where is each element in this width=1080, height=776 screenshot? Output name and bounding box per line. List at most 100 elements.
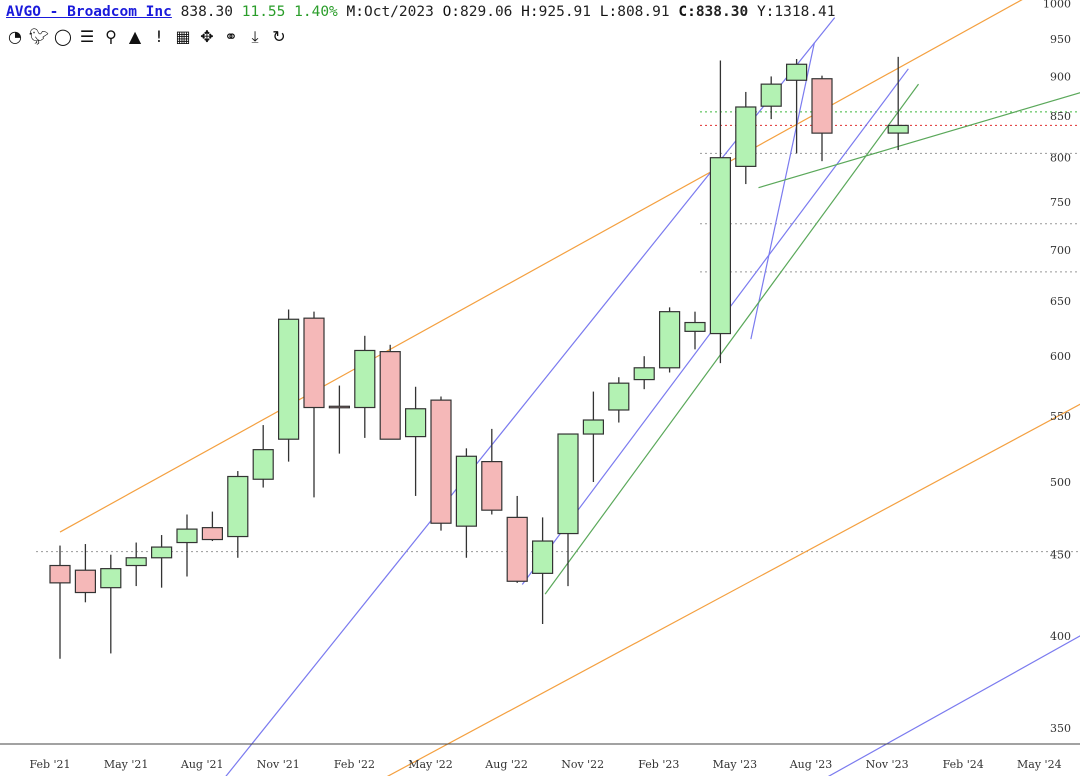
symbol-link[interactable]: AVGO - Broadcom Inc [6, 4, 172, 20]
candle[interactable] [455, 448, 477, 558]
candle-body[interactable] [582, 419, 605, 435]
candle-body[interactable] [430, 399, 452, 524]
candle-body[interactable] [811, 78, 833, 134]
candle[interactable] [379, 344, 401, 440]
candle-body[interactable] [557, 433, 579, 535]
search-icon[interactable]: ⚲ [105, 27, 117, 46]
candle-body[interactable] [201, 527, 223, 541]
candle-body[interactable] [252, 449, 274, 480]
candle[interactable] [684, 311, 706, 350]
candle[interactable] [74, 544, 97, 603]
candle-body[interactable] [227, 475, 249, 538]
trendline[interactable] [362, 393, 1080, 776]
candle[interactable] [557, 433, 579, 587]
candles[interactable] [49, 56, 909, 659]
candle[interactable] [151, 535, 173, 588]
candle[interactable] [709, 60, 732, 364]
list-icon[interactable]: ☰ [79, 27, 95, 46]
candle[interactable] [430, 396, 452, 531]
y-tick-label: 550 [1050, 410, 1071, 423]
candle[interactable] [735, 91, 757, 185]
candle-body[interactable] [74, 569, 97, 594]
y-tick-label: 350 [1050, 722, 1071, 735]
x-tick-label: May '23 [713, 758, 758, 771]
candle-body[interactable] [379, 351, 401, 440]
x-tick-label: May '24 [1017, 758, 1062, 771]
open-label: O: [442, 4, 461, 20]
y-tick-label: 700 [1050, 244, 1071, 257]
candle-body[interactable] [151, 546, 173, 559]
candle[interactable] [201, 511, 223, 542]
candle-body[interactable] [455, 455, 477, 527]
candle-body[interactable] [887, 124, 909, 134]
candle[interactable] [354, 335, 376, 438]
refresh-icon[interactable]: ↻ [272, 27, 286, 46]
candle-body[interactable] [303, 317, 325, 409]
candle[interactable] [49, 545, 71, 659]
trendlines[interactable] [59, 0, 1080, 776]
candle[interactable] [811, 75, 833, 162]
candle-body[interactable] [531, 540, 554, 574]
trendline[interactable] [59, 0, 1080, 533]
candle[interactable] [278, 309, 300, 462]
trendline[interactable] [804, 624, 1080, 776]
trendline[interactable] [758, 86, 1080, 189]
candle[interactable] [608, 377, 630, 423]
candle-body[interactable] [278, 318, 300, 440]
candle-body[interactable] [658, 311, 681, 369]
candle-body[interactable] [506, 516, 528, 582]
candle-body[interactable] [176, 528, 198, 544]
link-icon[interactable]: ⚭ [224, 27, 238, 46]
x-tick-label: Feb '24 [943, 758, 984, 771]
candle[interactable] [887, 56, 909, 151]
dashboard-icon[interactable]: ◔ [8, 27, 22, 46]
candle-body[interactable] [49, 564, 71, 584]
candle[interactable] [760, 76, 782, 120]
y-tick-label: 1000 [1043, 0, 1071, 11]
trendline[interactable] [544, 83, 920, 595]
candle-body[interactable] [405, 408, 427, 438]
candle[interactable] [582, 391, 605, 482]
candle[interactable] [658, 307, 681, 373]
candle[interactable] [506, 495, 528, 583]
candle-body[interactable] [760, 83, 782, 107]
candle[interactable] [633, 356, 655, 390]
twitter-icon[interactable]: 🐦︎ [28, 27, 50, 46]
candle-body[interactable] [481, 461, 503, 511]
triangle-icon[interactable]: ▲ [128, 27, 142, 46]
candle[interactable] [405, 386, 427, 496]
candle-body[interactable] [785, 63, 808, 81]
candle[interactable] [785, 59, 808, 154]
candle-body[interactable] [735, 106, 757, 167]
open-value: 829.06 [460, 4, 513, 20]
trendline[interactable] [215, 17, 836, 776]
y-tick-label: 850 [1050, 110, 1071, 123]
download-icon[interactable]: ⤓ [251, 27, 259, 46]
candle[interactable] [303, 311, 325, 498]
candle[interactable] [328, 385, 350, 454]
candle[interactable] [227, 471, 249, 558]
candle[interactable] [252, 425, 274, 488]
candle[interactable] [100, 554, 122, 654]
candle-body[interactable] [633, 367, 655, 381]
move-icon[interactable]: ✥ [200, 27, 214, 46]
x-tick-label: Nov '21 [257, 758, 300, 771]
trendline[interactable] [750, 42, 815, 340]
candle-body[interactable] [100, 568, 122, 589]
candle[interactable] [125, 542, 147, 587]
candle[interactable] [531, 517, 554, 624]
candle-body[interactable] [125, 557, 147, 567]
close-value: 838.30 [695, 4, 749, 20]
candle[interactable] [176, 514, 198, 577]
candle-body[interactable] [354, 349, 376, 409]
candle-body[interactable] [608, 382, 630, 411]
exclamation-icon[interactable]: ! [155, 27, 163, 46]
candle-body[interactable] [328, 405, 350, 409]
candle-body[interactable] [684, 321, 706, 332]
calendar-icon[interactable]: ▦ [175, 27, 191, 46]
comment-icon[interactable]: ◯ [54, 27, 72, 46]
candle[interactable] [481, 428, 503, 515]
candle-body[interactable] [709, 157, 732, 335]
